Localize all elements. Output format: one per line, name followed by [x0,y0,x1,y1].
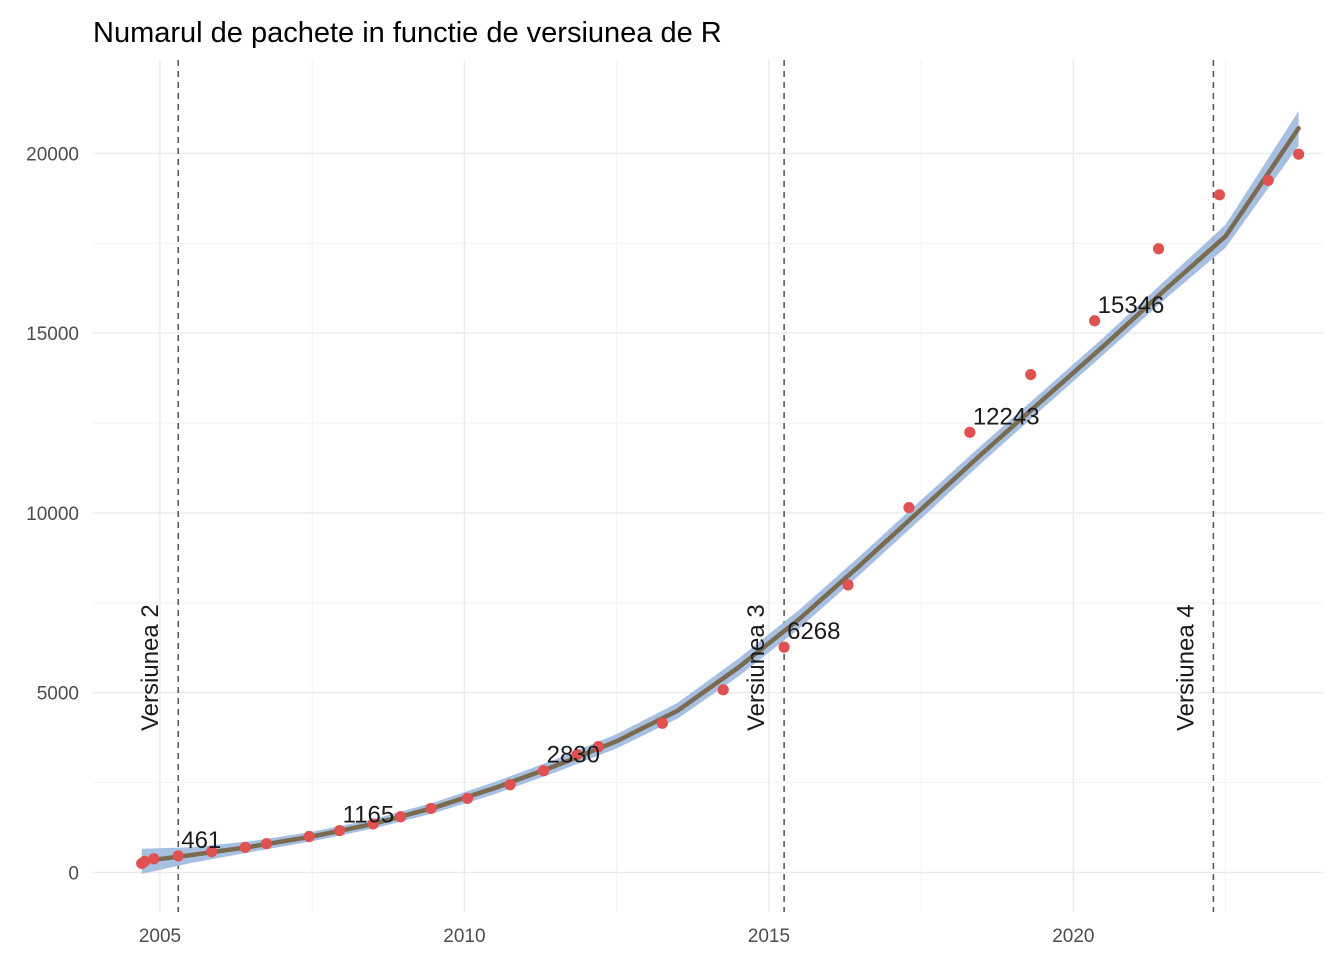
y-tick-label: 5000 [37,684,79,705]
confidence-band [141,111,1299,874]
data-point [334,824,346,837]
data-point [206,846,218,858]
data-point [903,501,915,514]
data-point [1025,368,1037,381]
data-point [1262,174,1274,187]
chart-title: Numarul de pachete in functie de versiun… [93,17,722,49]
data-point [504,779,516,791]
version-label: Versiunea 3 [743,604,770,731]
axis-labels-layer: 0 5000 10000 15000 20000 2005 2010 2015 2020 [26,144,1094,947]
value-label: 15346 [1098,292,1165,319]
x-tick-label: 2005 [139,926,181,947]
y-tick-label: 20000 [26,144,79,165]
data-point [172,850,184,862]
data-point [260,838,273,850]
x-tick-label: 2020 [1052,926,1094,947]
data-point [1089,315,1101,327]
data-point [1152,243,1165,255]
value-label: 461 [181,827,221,854]
data-point [656,717,668,729]
data-point [571,748,583,761]
y-tick-label: 15000 [26,324,79,345]
y-tick-label: 10000 [26,504,79,525]
data-point [964,426,976,438]
data-point [394,811,407,823]
version-label: Versiunea 2 [137,604,164,731]
x-tick-label: 2010 [443,926,485,947]
version-labels-layer: Versiunea 2 Versiunea 3 Versiunea 4 [137,604,1199,731]
value-label: 2830 [547,742,600,769]
value-label: 12243 [973,403,1040,430]
data-point [778,641,790,653]
data-point [139,855,151,867]
data-point [303,830,315,843]
data-points-layer [136,148,1305,870]
data-point [842,579,854,591]
trend-line [139,126,1301,864]
version-label: Versiunea 4 [1172,604,1199,731]
data-point [717,684,729,696]
data-point [537,765,550,777]
data-point [148,853,160,865]
y-tick-label: 0 [68,863,79,884]
confidence-band-layer [141,111,1299,874]
value-label: 1165 [343,802,395,829]
grid-layer [93,60,1323,912]
value-label: 6268 [787,618,840,645]
data-point [592,741,604,753]
data-point [239,841,251,853]
data-point [1213,189,1226,201]
trend-line-layer [139,126,1301,864]
data-point [425,802,437,815]
data-point [367,818,379,830]
data-point [1293,148,1305,160]
version-lines-layer [177,60,1215,912]
data-point [461,792,474,805]
x-tick-label: 2015 [748,926,790,947]
value-labels-layer: 461 1165 2830 6268 12243 15346 [181,292,1164,854]
